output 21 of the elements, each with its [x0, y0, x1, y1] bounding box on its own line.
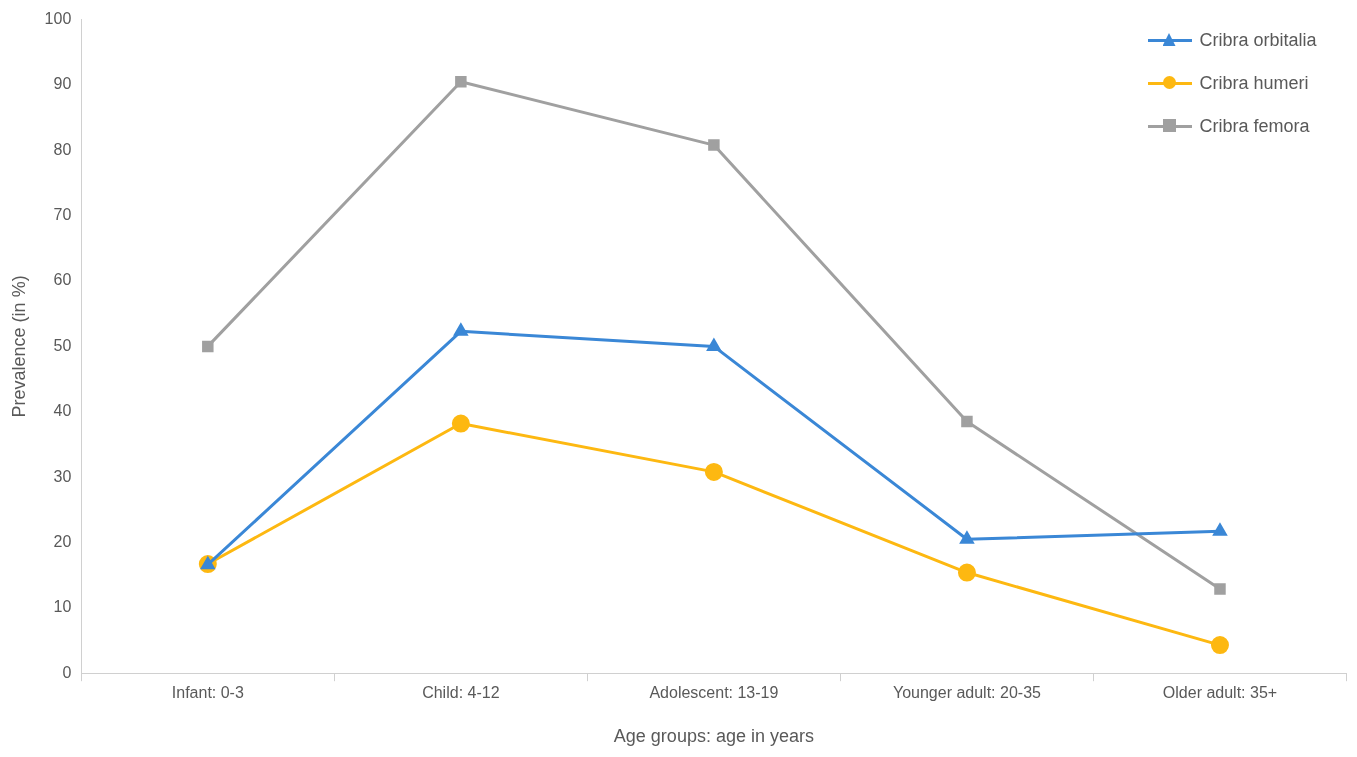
y-tick-label: 40	[53, 402, 72, 420]
x-tick-label: Infant: 0-3	[171, 684, 244, 702]
y-tick-label: 100	[44, 10, 72, 28]
y-tick-label: 0	[62, 663, 72, 681]
x-tick-label: Adolescent: 13-19	[649, 684, 779, 702]
y-tick-label: 90	[53, 75, 72, 93]
x-tick-label: Older adult: 35+	[1162, 684, 1278, 702]
y-tick-label: 30	[53, 467, 72, 485]
legend-label: Cribra orbitalia	[1199, 29, 1317, 51]
legend-label: Cribra femora	[1199, 115, 1310, 137]
y-tick-label: 10	[53, 598, 72, 616]
y-axis-title: Prevalence (in %)	[8, 275, 29, 418]
x-axis-title: Age groups: age in years	[613, 726, 814, 747]
y-tick-label: 60	[53, 271, 72, 289]
y-tick-label: 80	[53, 140, 72, 158]
y-tick-label: 50	[53, 336, 72, 354]
x-tick-label: Younger adult: 20-35	[892, 684, 1042, 702]
y-tick-label: 70	[53, 206, 72, 224]
x-tick-label: Child: 4-12	[422, 684, 500, 702]
y-tick-label: 20	[53, 532, 72, 550]
legend-label: Cribra humeri	[1199, 72, 1309, 94]
